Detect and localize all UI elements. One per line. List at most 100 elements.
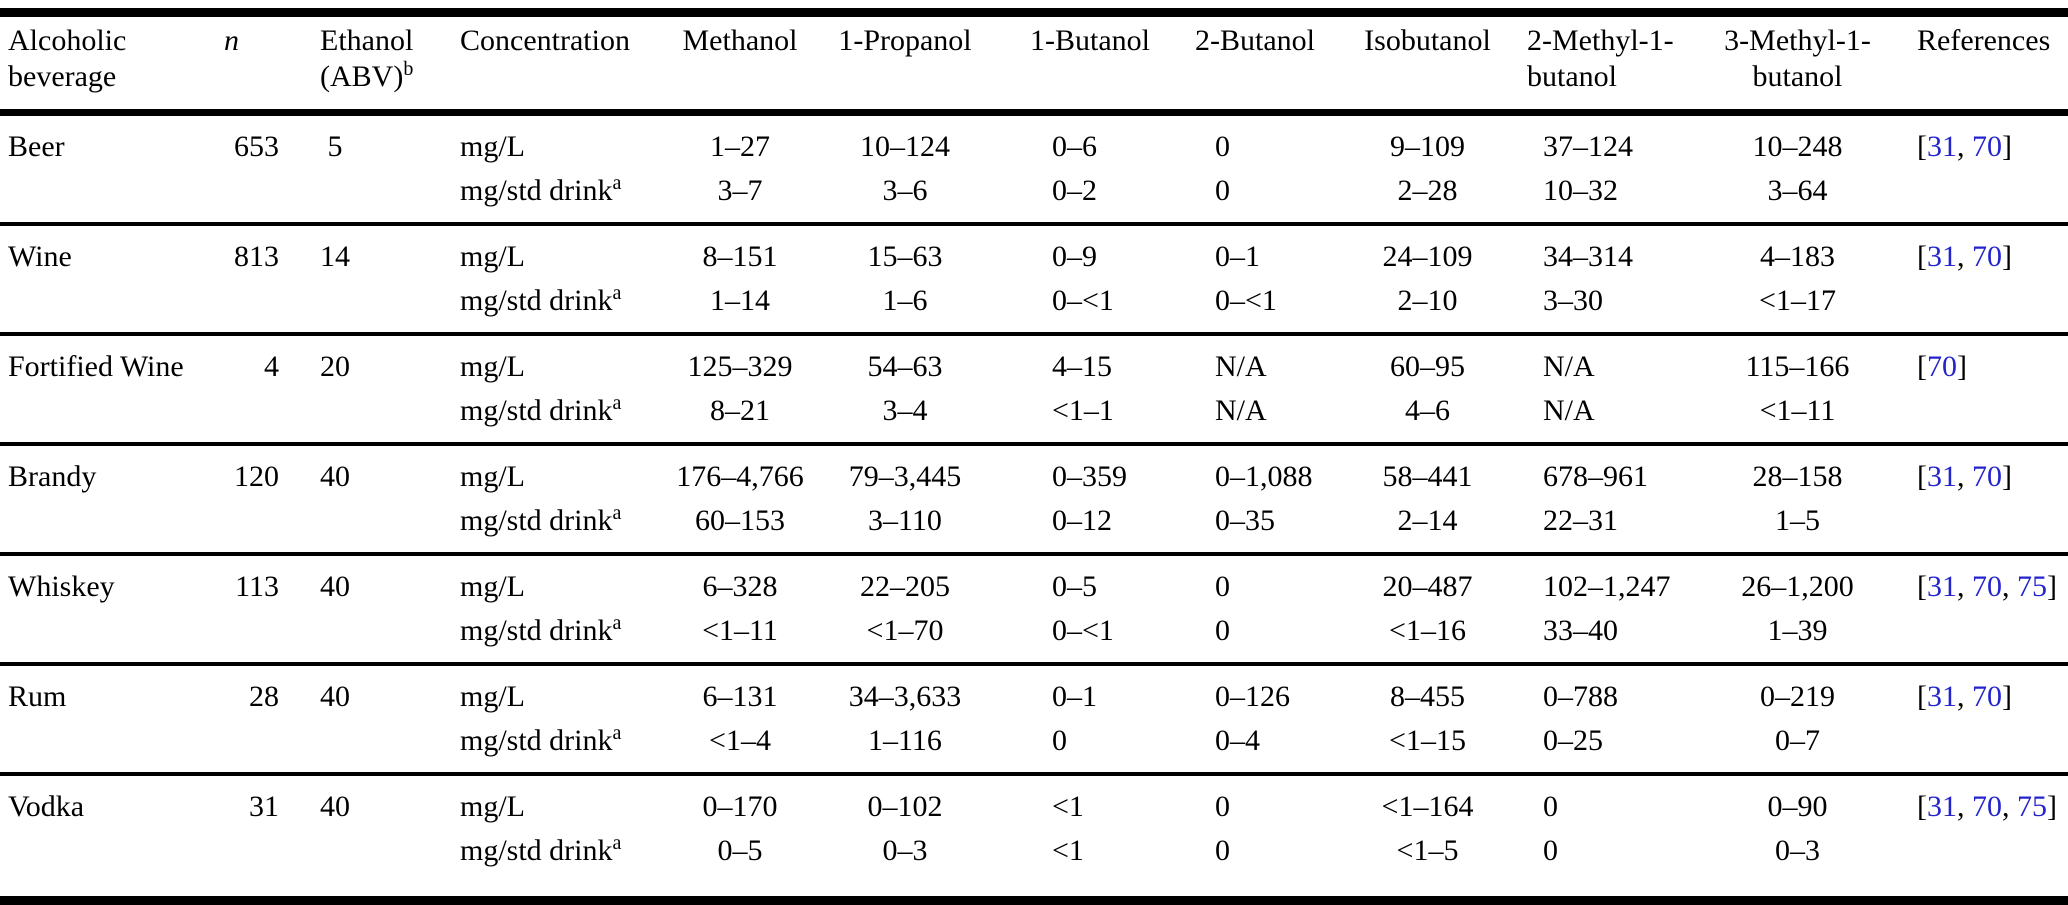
value-cell: 0–1	[1160, 222, 1330, 279]
citation-link[interactable]: 70	[1972, 790, 2002, 823]
table-row: Fortified Wine 4 20 mg/L 125–329 54–63 4–15 N/A…	[0, 332, 2068, 389]
citation-link[interactable]: 31	[1927, 460, 1957, 493]
sample-count-cell	[218, 499, 280, 554]
beverage-cell	[0, 169, 218, 224]
references-cell: [31, 70]	[1917, 130, 2012, 163]
value-cell: 0–<1	[1052, 284, 1114, 317]
abv-cell: 20	[280, 332, 390, 389]
citation-link[interactable]: 75	[2017, 790, 2047, 823]
abv-cell	[280, 829, 390, 901]
references-cell	[1895, 609, 2068, 664]
value-cell: 0–3	[882, 834, 928, 867]
col-header-n: n	[218, 12, 280, 116]
value-cell: 1–116	[868, 724, 942, 757]
table-row: Brandy 120 40 mg/L 176–4,766 79–3,445 0–359 0–1…	[0, 442, 2068, 499]
footnote-marker: a	[612, 282, 622, 304]
col-header-references: References	[1895, 12, 2068, 116]
unit-label: mg/std drink	[460, 284, 613, 317]
value-cell: 6–328	[665, 552, 815, 609]
citation-link[interactable]: 75	[2017, 570, 2047, 603]
value-cell: 2–28	[1397, 174, 1458, 207]
col-header-2-butanol: 2-Butanol	[1160, 12, 1330, 116]
value-cell: 0–102	[815, 772, 995, 829]
beverage-cell: Vodka	[0, 772, 218, 829]
value-cell: 0–12	[1052, 504, 1112, 537]
footnote-marker: b	[403, 58, 414, 80]
abv-cell	[280, 499, 390, 554]
table-row: Wine 813 14 mg/L 8–151 15–63 0–9 0–1 24–109 34–31…	[0, 222, 2068, 279]
footnote-marker: a	[612, 722, 622, 744]
sample-count-cell	[218, 169, 280, 224]
beverage-cell: Whiskey	[0, 552, 218, 609]
col-header-text: n	[224, 24, 239, 57]
unit-cell: mg/std drinka	[390, 279, 665, 334]
col-header-methanol: Methanol	[665, 12, 815, 116]
table-row: Beer 653 5 mg/L 1–27 10–124 0–6 0 9–109 37–124 10–…	[0, 113, 2068, 170]
table-row: mg/std drinka 8–21 3–4 <1–1 N/A 4–6 N/A <1–11	[0, 389, 2068, 444]
sample-count-cell	[218, 719, 280, 774]
references-cell: [70]	[1895, 332, 2068, 389]
citation-link[interactable]: 70	[1972, 240, 2002, 273]
value-cell: 0–25	[1543, 724, 1603, 757]
unit-cell: mg/std drinka	[390, 609, 665, 664]
table-row: mg/std drinka 1–14 1–6 0–<1 0–<1 2–10 3–30 <1–1…	[0, 279, 2068, 334]
table-row: mg/std drinka <1–11 <1–70 0–<1 0 <1–16 33–40 1–…	[0, 609, 2068, 664]
value-cell: <1–17	[1759, 284, 1836, 317]
value-cell: 8–151	[665, 222, 815, 279]
col-header-text: Ethanol	[320, 24, 414, 57]
citation-link[interactable]: 31	[1927, 240, 1957, 273]
value-cell: 22–31	[1543, 504, 1618, 537]
citation-link[interactable]: 70	[1972, 130, 2002, 163]
citation-link[interactable]: 70	[1972, 570, 2002, 603]
value-cell: 24–109	[1330, 222, 1525, 279]
beverage-cell	[0, 829, 218, 901]
col-header-1-butanol: 1-Butanol	[995, 12, 1160, 116]
unit-cell: mg/L	[390, 332, 665, 389]
value-cell: 9–109	[1390, 130, 1465, 163]
footnote-marker: a	[612, 502, 622, 524]
citation-link[interactable]: 70	[1927, 350, 1957, 383]
references-cell	[1895, 279, 2068, 334]
value-cell: <1–16	[1389, 614, 1466, 647]
value-cell: 54–63	[815, 332, 995, 389]
value-cell: 1–5	[1775, 504, 1820, 537]
value-cell: 10–124	[860, 130, 950, 163]
references-cell	[1895, 499, 2068, 554]
abv-cell	[280, 279, 390, 334]
value-cell: 0–4	[1215, 724, 1260, 757]
abv-cell: 40	[280, 552, 390, 609]
table-row: mg/std drinka 3–7 3–6 0–2 0 2–28 10–32 3–64	[0, 169, 2068, 224]
col-header-text: Concentration	[460, 24, 630, 57]
col-header-text: butanol	[1752, 60, 1843, 93]
unit-cell: mg/L	[390, 113, 665, 170]
value-cell: 0	[1543, 834, 1558, 867]
abv-cell	[280, 169, 390, 224]
sample-count-cell: 120	[218, 442, 280, 499]
value-cell: 0–126	[1160, 662, 1330, 719]
citation-link[interactable]: 31	[1927, 570, 1957, 603]
citation-link[interactable]: 70	[1972, 680, 2002, 713]
footnote-marker: a	[612, 392, 622, 414]
value-cell: <1–15	[1389, 724, 1466, 757]
beverage-cell: Beer	[8, 130, 65, 163]
value-cell: 0–<1	[1215, 284, 1277, 317]
citation-link[interactable]: 31	[1927, 680, 1957, 713]
value-cell: N/A	[1215, 394, 1267, 427]
references-cell: [31, 70]	[1895, 662, 2068, 719]
abv-cell: 5	[327, 130, 343, 163]
value-cell: 20–487	[1330, 552, 1525, 609]
citation-link[interactable]: 31	[1927, 130, 1957, 163]
value-cell: 0–9	[995, 222, 1160, 279]
citation-link[interactable]: 70	[1972, 460, 2002, 493]
value-cell: 0	[1215, 174, 1230, 207]
value-cell: 6–131	[665, 662, 815, 719]
beverage-cell: Brandy	[0, 442, 218, 499]
unit-cell: mg/std drinka	[390, 389, 665, 444]
value-cell: 0	[1525, 772, 1700, 829]
value-cell: 2–14	[1397, 504, 1458, 537]
table-row: Vodka 31 40 mg/L 0–170 0–102 <1 0 <1–164 0 0–90 [31…	[0, 772, 2068, 829]
value-cell: 0–5	[995, 552, 1160, 609]
citation-link[interactable]: 31	[1927, 790, 1957, 823]
col-header-text: 3-Methyl-1-	[1724, 24, 1871, 57]
